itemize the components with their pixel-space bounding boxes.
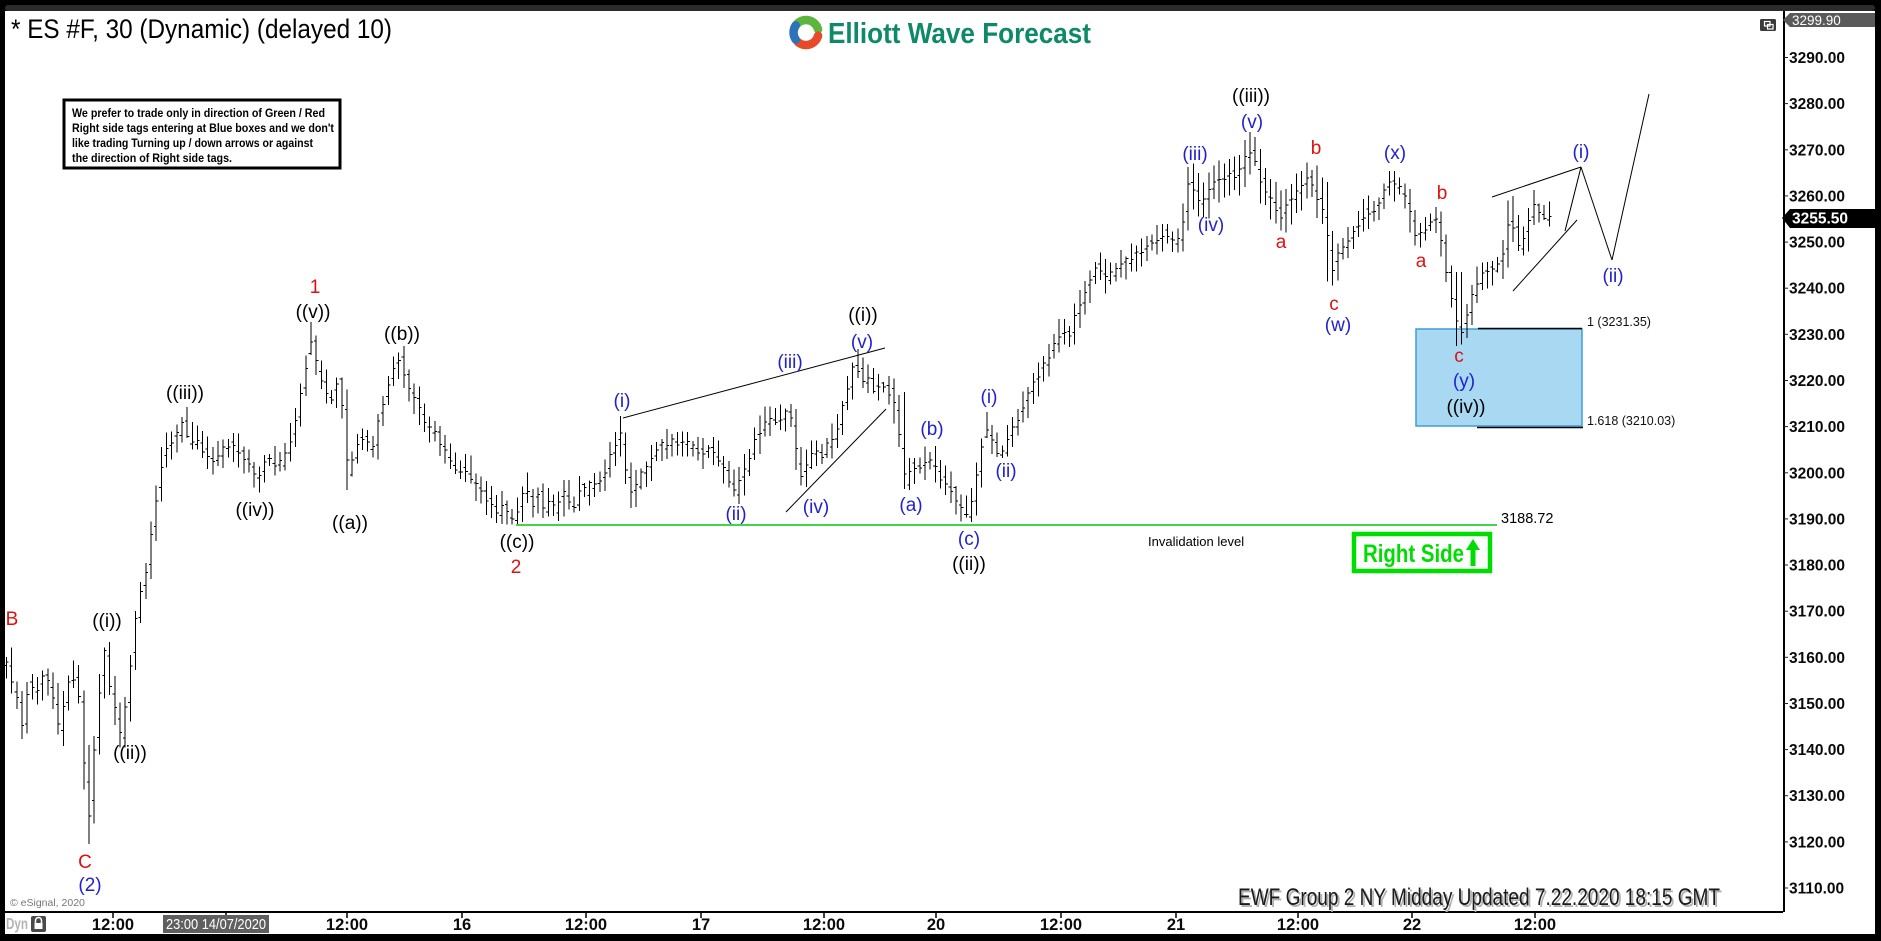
svg-text:Invalidation level: Invalidation level [1148,534,1244,549]
svg-text:3190.00: 3190.00 [1789,511,1845,528]
svg-text:3280.00: 3280.00 [1789,96,1845,113]
svg-text:((b)): ((b)) [384,324,420,345]
svg-text:(2): (2) [78,875,101,896]
svg-text:a: a [1416,251,1427,272]
svg-text:12:00: 12:00 [92,916,134,934]
svg-text:12:00: 12:00 [803,916,845,934]
svg-text:1.618 (3210.03): 1.618 (3210.03) [1587,414,1675,428]
svg-text:(ii): (ii) [725,504,746,525]
svg-text:a: a [1276,232,1287,253]
svg-text:3110.00: 3110.00 [1789,881,1844,898]
svg-text:(iv): (iv) [803,497,829,518]
svg-text:(w): (w) [1325,315,1351,336]
svg-text:((a)): ((a)) [332,513,368,534]
svg-text:23:00 14/07/2020: 23:00 14/07/2020 [166,916,266,933]
svg-text:((v)): ((v)) [296,302,331,323]
svg-text:3180.00: 3180.00 [1789,558,1845,575]
svg-text:We prefer to trade only in dir: We prefer to trade only in direction of … [72,108,325,120]
svg-text:22: 22 [1403,916,1421,934]
svg-text:3200.00: 3200.00 [1789,465,1845,482]
svg-text:(iii): (iii) [1182,144,1207,165]
svg-text:((iv)): ((iv)) [1446,397,1485,418]
svg-text:(b): (b) [920,419,943,440]
svg-text:(ii): (ii) [995,461,1016,482]
svg-text:3210.00: 3210.00 [1789,419,1845,436]
svg-text:3240.00: 3240.00 [1789,281,1845,298]
svg-text:(iv): (iv) [1198,215,1224,236]
svg-text:b: b [1437,183,1448,204]
svg-text:C: C [78,852,92,873]
svg-text:3290.00: 3290.00 [1789,50,1845,67]
svg-text:3160.00: 3160.00 [1789,650,1845,667]
svg-text:c: c [1329,294,1339,315]
svg-text:Elliott Wave Forecast: Elliott Wave Forecast [828,18,1091,50]
svg-text:(ii): (ii) [1602,266,1623,287]
svg-text:© eSignal, 2020: © eSignal, 2020 [10,897,85,909]
svg-text:16: 16 [453,916,471,934]
svg-text:3220.00: 3220.00 [1789,373,1845,390]
svg-text:3230.00: 3230.00 [1789,327,1845,344]
svg-text:(iii): (iii) [777,352,802,373]
svg-text:(v): (v) [1241,112,1263,133]
svg-text:(i): (i) [981,387,998,408]
svg-text:3299.90: 3299.90 [1792,13,1841,28]
svg-text:1: 1 [310,277,321,298]
svg-text:12:00: 12:00 [1040,916,1082,934]
svg-text:(y): (y) [1453,371,1475,392]
svg-text:((iii)): ((iii)) [1232,86,1270,107]
svg-text:12:00: 12:00 [1514,916,1556,934]
svg-text:c: c [1454,346,1464,367]
svg-text:20: 20 [927,916,945,934]
svg-text:((ii)): ((ii)) [113,743,147,764]
svg-text:(c): (c) [958,529,980,550]
svg-text:((ii)): ((ii)) [952,554,986,575]
svg-text:Dyn: Dyn [6,916,28,933]
svg-text:21: 21 [1167,916,1185,934]
svg-text:the direction of Right side ta: the direction of Right side tags. [72,153,232,165]
svg-text:3250.00: 3250.00 [1789,235,1845,252]
svg-text:((iv)): ((iv)) [235,500,274,521]
svg-text:3255.50: 3255.50 [1792,211,1848,228]
svg-text:3140.00: 3140.00 [1789,742,1845,759]
svg-text:(i): (i) [614,391,631,412]
svg-text:like trading Turning up / down: like trading Turning up / down arrows or… [72,138,313,150]
svg-text:2: 2 [511,557,522,578]
svg-text:3260.00: 3260.00 [1789,188,1845,205]
svg-text:3170.00: 3170.00 [1789,604,1845,621]
svg-text:(a): (a) [899,495,922,516]
svg-text:((i)): ((i)) [848,305,878,326]
svg-text:3150.00: 3150.00 [1789,696,1845,713]
svg-text:((iii)): ((iii)) [166,383,204,404]
svg-text:3188.72: 3188.72 [1501,511,1553,527]
svg-text:((c)): ((c)) [500,532,535,553]
svg-text:B: B [6,609,19,630]
svg-text:(i): (i) [1573,142,1590,163]
svg-text:17: 17 [692,916,710,934]
svg-text:12:00: 12:00 [565,916,607,934]
svg-text:EWF Group 2 NY Midday Updated: EWF Group 2 NY Midday Updated 7.22.2020 … [1238,884,1720,911]
svg-text:3120.00: 3120.00 [1789,834,1845,851]
svg-text:((i)): ((i)) [92,611,122,632]
svg-text:3130.00: 3130.00 [1789,788,1845,805]
svg-text:Right Side: Right Side [1363,540,1464,568]
svg-text:* ES #F, 30 (Dynamic) (delayed: * ES #F, 30 (Dynamic) (delayed 10) [11,14,392,44]
svg-text:3270.00: 3270.00 [1789,142,1845,159]
svg-text:(x): (x) [1384,143,1406,164]
svg-text:EWF Group 2 NY Midday Updated: EWF Group 2 NY Midday Updated 7.22.2020 … [1240,886,1722,913]
svg-text:Right side tags entering at Bl: Right side tags entering at Blue boxes a… [72,123,334,135]
svg-text:(v): (v) [851,332,873,353]
svg-text:12:00: 12:00 [1277,916,1319,934]
svg-text:1 (3231.35): 1 (3231.35) [1587,315,1651,329]
svg-text:b: b [1311,138,1322,159]
svg-text:12:00: 12:00 [326,916,368,934]
